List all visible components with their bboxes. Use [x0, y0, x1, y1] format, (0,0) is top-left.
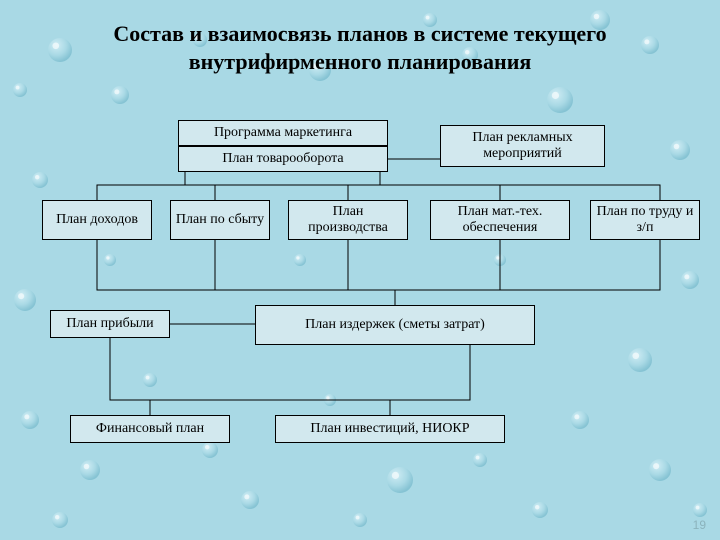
node-income-label: План доходов [56, 212, 138, 228]
node-costs-label: План издержек (сметы затрат) [305, 317, 485, 333]
node-marketing-label: Программа маркетинга [214, 125, 352, 141]
node-mattech: План мат.-тех. обеспечения [430, 200, 570, 240]
node-invest-label: План инвестиций, НИОКР [310, 421, 469, 437]
node-turnover: План товарооборота [178, 146, 388, 172]
node-profit: План прибыли [50, 310, 170, 338]
node-turnover-label: План товарооборота [222, 151, 343, 167]
node-profit-label: План прибыли [66, 316, 153, 332]
node-marketing: Программа маркетинга [178, 120, 388, 146]
node-sales: План по сбыту [170, 200, 270, 240]
node-mattech-label: План мат.-тех. обеспечения [435, 204, 565, 236]
node-production-label: План производства [293, 204, 403, 236]
node-production: План производства [288, 200, 408, 240]
node-labor: План по труду и з/п [590, 200, 700, 240]
diagram-stage: Состав и взаимосвязь планов в системе те… [0, 0, 720, 540]
node-finplan: Финансовый план [70, 415, 230, 443]
background-water [0, 0, 720, 540]
node-invest: План инвестиций, НИОКР [275, 415, 505, 443]
diagram-title: Состав и взаимосвязь планов в системе те… [0, 20, 720, 75]
node-ads-label: План рекламных мероприятий [445, 130, 600, 162]
node-income: План доходов [42, 200, 152, 240]
node-costs: План издержек (сметы затрат) [255, 305, 535, 345]
node-ads: План рекламных мероприятий [440, 125, 605, 167]
node-labor-label: План по труду и з/п [595, 204, 695, 236]
page-number: 19 [693, 518, 706, 532]
node-finplan-label: Финансовый план [96, 421, 204, 437]
node-sales-label: План по сбыту [176, 212, 264, 228]
